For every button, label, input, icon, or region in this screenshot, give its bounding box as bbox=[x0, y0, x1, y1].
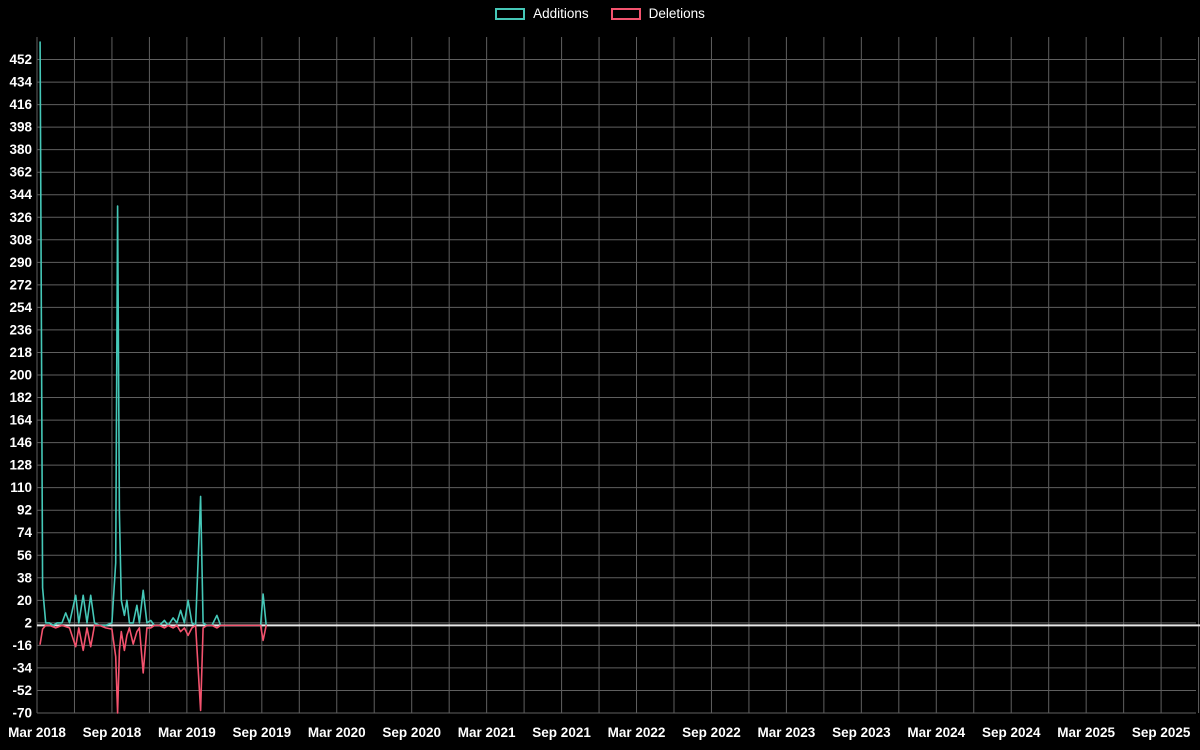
y-tick-label: 254 bbox=[9, 300, 32, 315]
y-tick-label: 38 bbox=[17, 570, 33, 585]
y-tick-label: 92 bbox=[17, 503, 32, 518]
y-tick-label: 74 bbox=[17, 525, 33, 540]
y-tick-label: 398 bbox=[9, 120, 32, 135]
y-tick-label: 182 bbox=[9, 390, 32, 405]
y-tick-label: -34 bbox=[12, 660, 32, 675]
x-tick-label: Sep 2018 bbox=[83, 725, 142, 740]
y-tick-label: 110 bbox=[10, 480, 32, 495]
y-tick-label: 416 bbox=[9, 97, 32, 112]
additions-swatch-icon bbox=[495, 7, 526, 20]
y-tick-label: -52 bbox=[12, 683, 32, 698]
deletions-line bbox=[39, 624, 268, 714]
deletions-swatch-icon bbox=[610, 7, 641, 20]
legend-label-deletions: Deletions bbox=[648, 6, 705, 21]
x-tick-label: Mar 2025 bbox=[1057, 725, 1115, 740]
x-tick-label: Sep 2021 bbox=[532, 725, 591, 740]
x-tick-label: Sep 2024 bbox=[982, 725, 1041, 740]
y-tick-label: 2 bbox=[24, 615, 32, 630]
x-tick-label: Sep 2022 bbox=[682, 725, 741, 740]
x-tick-label: Sep 2025 bbox=[1132, 725, 1191, 740]
y-tick-label: 380 bbox=[9, 142, 32, 157]
x-tick-label: Sep 2020 bbox=[382, 725, 441, 740]
y-tick-label: 164 bbox=[9, 413, 32, 428]
y-tick-label: 20 bbox=[17, 593, 32, 608]
y-tick-label: 236 bbox=[9, 322, 32, 337]
legend-item-deletions[interactable]: Deletions bbox=[610, 6, 705, 21]
y-tick-label: 218 bbox=[9, 345, 32, 360]
y-tick-label: 128 bbox=[9, 458, 32, 473]
y-tick-label: 362 bbox=[9, 165, 32, 180]
y-tick-label: 308 bbox=[9, 232, 32, 247]
y-tick-label: 434 bbox=[9, 75, 32, 90]
legend-label-additions: Additions bbox=[533, 6, 589, 21]
x-tick-label: Mar 2020 bbox=[308, 725, 366, 740]
y-tick-label: 272 bbox=[9, 277, 32, 292]
x-tick-label: Mar 2019 bbox=[158, 725, 216, 740]
x-tick-label: Mar 2024 bbox=[907, 725, 965, 740]
x-tick-label: Mar 2018 bbox=[8, 725, 66, 740]
y-tick-label: 326 bbox=[9, 210, 32, 225]
y-tick-label: 146 bbox=[9, 435, 32, 450]
y-tick-label: 452 bbox=[9, 52, 32, 67]
y-tick-label: -70 bbox=[12, 706, 32, 721]
x-tick-label: Mar 2021 bbox=[458, 725, 516, 740]
y-tick-label: 290 bbox=[9, 255, 32, 270]
x-tick-label: Mar 2022 bbox=[608, 725, 666, 740]
y-tick-label: 344 bbox=[9, 187, 32, 202]
y-tick-label: 200 bbox=[9, 368, 32, 383]
legend: Additions Deletions bbox=[0, 6, 1200, 21]
y-tick-label: -16 bbox=[12, 638, 32, 653]
x-tick-label: Sep 2023 bbox=[832, 725, 891, 740]
y-tick-label: 56 bbox=[17, 548, 33, 563]
x-tick-label: Mar 2023 bbox=[758, 725, 816, 740]
legend-item-additions[interactable]: Additions bbox=[495, 6, 589, 21]
x-tick-label: Sep 2019 bbox=[233, 725, 292, 740]
